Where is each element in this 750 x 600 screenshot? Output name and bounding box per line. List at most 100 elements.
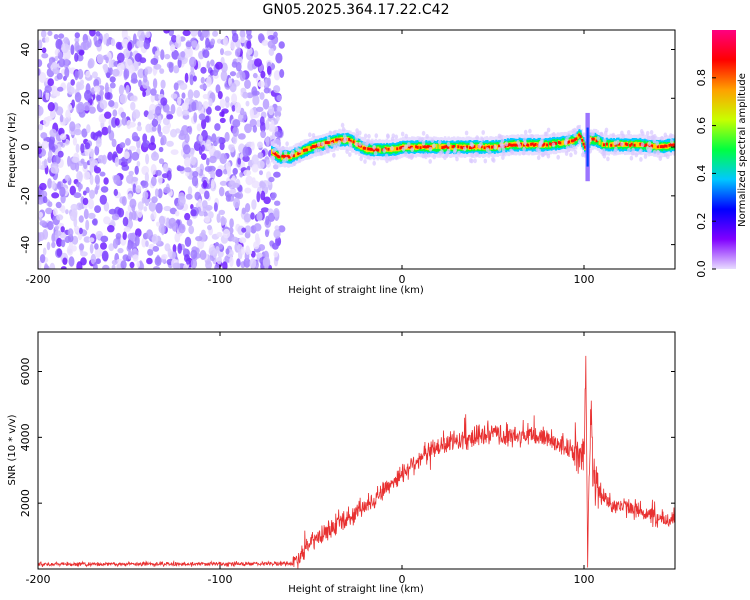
spectrogram-noise-cell	[38, 146, 42, 155]
spectrogram-noise-cell	[38, 211, 43, 218]
spectrogram-noise-cell	[42, 196, 48, 204]
spectrogram-noise-cell	[189, 74, 194, 86]
spectrogram-halo-cell	[428, 146, 433, 152]
spectrogram-noise-cell	[257, 141, 263, 149]
spectrogram-noise-cell	[199, 250, 207, 260]
spectrogram-halo-cell	[501, 150, 506, 156]
spectrogram-noise-cell	[57, 150, 64, 158]
spectrogram-noise-cell	[219, 117, 226, 124]
spectrogram-noise-cell	[44, 36, 50, 43]
spectrogram-halo-cell	[409, 155, 414, 161]
spectrogram-noise-cell	[77, 101, 85, 113]
spectrogram-noise-cell	[122, 216, 129, 227]
spectrogram-track-cell	[630, 142, 633, 146]
spectrogram-noise-cell	[242, 155, 250, 162]
spectrogram-noise-cell	[212, 69, 219, 77]
spectrogram-noise-cell	[41, 47, 47, 54]
colorbar-tick-label: 0.6	[695, 117, 708, 135]
spectrogram-halo-cell	[536, 155, 541, 161]
spectrogram-halo-cell	[552, 132, 556, 137]
spectrogram-track-cell	[386, 146, 389, 152]
spectrogram-halo-cell	[453, 147, 458, 153]
spectrogram-noise-cell	[223, 36, 229, 47]
spectrogram-halo-cell	[645, 130, 650, 136]
spectrogram-y-tick-label: 20	[19, 91, 32, 105]
spectrogram-track-cell	[458, 144, 461, 150]
spectrogram-y-tick-label: -40	[19, 236, 32, 254]
spectrogram-noise-cell	[176, 106, 183, 117]
spectrogram-noise-cell	[127, 41, 133, 51]
spectrogram-halo-cell	[418, 137, 422, 143]
spectrogram-halo-cell	[582, 132, 586, 138]
spectrogram-noise-cell	[243, 169, 252, 176]
spectrogram-halo-cell	[358, 141, 362, 147]
spectrogram-halo-cell	[573, 132, 577, 138]
spectrogram-noise-cell	[94, 205, 102, 214]
spectrogram-halo-cell	[298, 142, 303, 148]
spectrogram-track-cell	[397, 146, 400, 152]
spectrogram-noise-cell	[273, 85, 281, 94]
spectrogram-noise-cell	[69, 185, 77, 196]
spectrogram-noise-cell	[77, 68, 84, 80]
spectrogram-noise-cell	[118, 84, 124, 96]
snr-frame	[37, 331, 676, 570]
spectrogram-noise-cell	[196, 123, 202, 132]
spectrogram-noise-cell	[142, 191, 149, 200]
spectrogram-noise-cell	[150, 93, 155, 103]
spectrogram-track-cell	[332, 140, 335, 143]
spectrogram-y-ticks: -40 -20 0 20 40	[19, 43, 675, 254]
spectrogram-noise-cell	[239, 30, 246, 38]
spectrogram-noise-cell	[130, 101, 136, 111]
spectrogram-noise-cell	[220, 48, 224, 56]
spectrogram-noise-cell	[76, 261, 83, 269]
spectrogram-noise-cell	[225, 96, 230, 103]
spectrogram-noise-cell	[74, 41, 80, 52]
spectrogram-track-cell	[435, 144, 438, 149]
spectrogram-halo-cell	[464, 130, 469, 136]
colorbar-tick-label: 0.0	[695, 260, 708, 278]
spectrogram-noise-cell	[40, 30, 47, 38]
spectrogram-noise-cell	[250, 250, 256, 258]
spectrogram-noise-cell	[253, 241, 260, 250]
spectrogram-noise-cell	[93, 85, 101, 93]
spectrogram-halo-cell	[443, 155, 447, 161]
spectrogram-noise-cell	[204, 115, 210, 123]
spectrogram-noise-cell	[171, 34, 177, 43]
spectrogram-noise-cell	[232, 126, 239, 137]
spectrogram-noise-cell	[229, 218, 234, 229]
spectrogram-track-cell	[422, 145, 425, 148]
spectrogram-noise-cell	[228, 180, 237, 190]
spectrogram-noise-cell	[206, 60, 211, 69]
spectrogram-noise-cell	[239, 172, 244, 178]
spectrogram-noise-cell	[101, 250, 109, 262]
spectrogram-halo-cell	[528, 128, 532, 134]
spectrogram-noise-cell	[177, 96, 182, 106]
spectrogram-noise-cell	[53, 34, 59, 40]
spectrogram-noise-cell	[103, 63, 109, 74]
spectrogram-track-cell	[601, 141, 604, 147]
spectrogram-noise-cell	[252, 125, 257, 133]
spectrogram-noise-cell	[260, 207, 269, 213]
spectrogram-noise-cell	[231, 93, 238, 104]
spectrogram-noise-cell	[274, 131, 281, 138]
spectrogram-noise-cell	[136, 40, 144, 48]
spectrogram-track-cell	[604, 140, 607, 149]
spectrogram-halo-cell	[425, 134, 429, 139]
spectrogram-halo-cell	[646, 135, 651, 141]
spectrogram-track-cell	[412, 145, 415, 151]
spectrogram-noise-cell	[39, 220, 47, 227]
spectrogram-noise-cell	[129, 145, 137, 151]
spectrogram-noise-cell	[210, 38, 216, 46]
spectrogram-noise-cell	[241, 207, 246, 215]
spectrogram-halo-cell	[348, 141, 353, 147]
spectrogram-track-cell	[425, 145, 428, 149]
spectrogram-noise-cell	[190, 249, 198, 260]
spectrogram-noise-cell	[243, 257, 251, 268]
spectrogram-track-cell	[288, 155, 291, 159]
spectrogram-noise-cell	[70, 79, 75, 86]
spectrogram-noise-cell	[67, 86, 75, 95]
spectrogram-halo-cell	[292, 161, 297, 167]
spectrogram-noise-cell	[187, 89, 194, 100]
spectrogram-track-cell	[521, 141, 524, 147]
spectrogram-x-ticks: -200 -100 0 100	[26, 30, 595, 286]
